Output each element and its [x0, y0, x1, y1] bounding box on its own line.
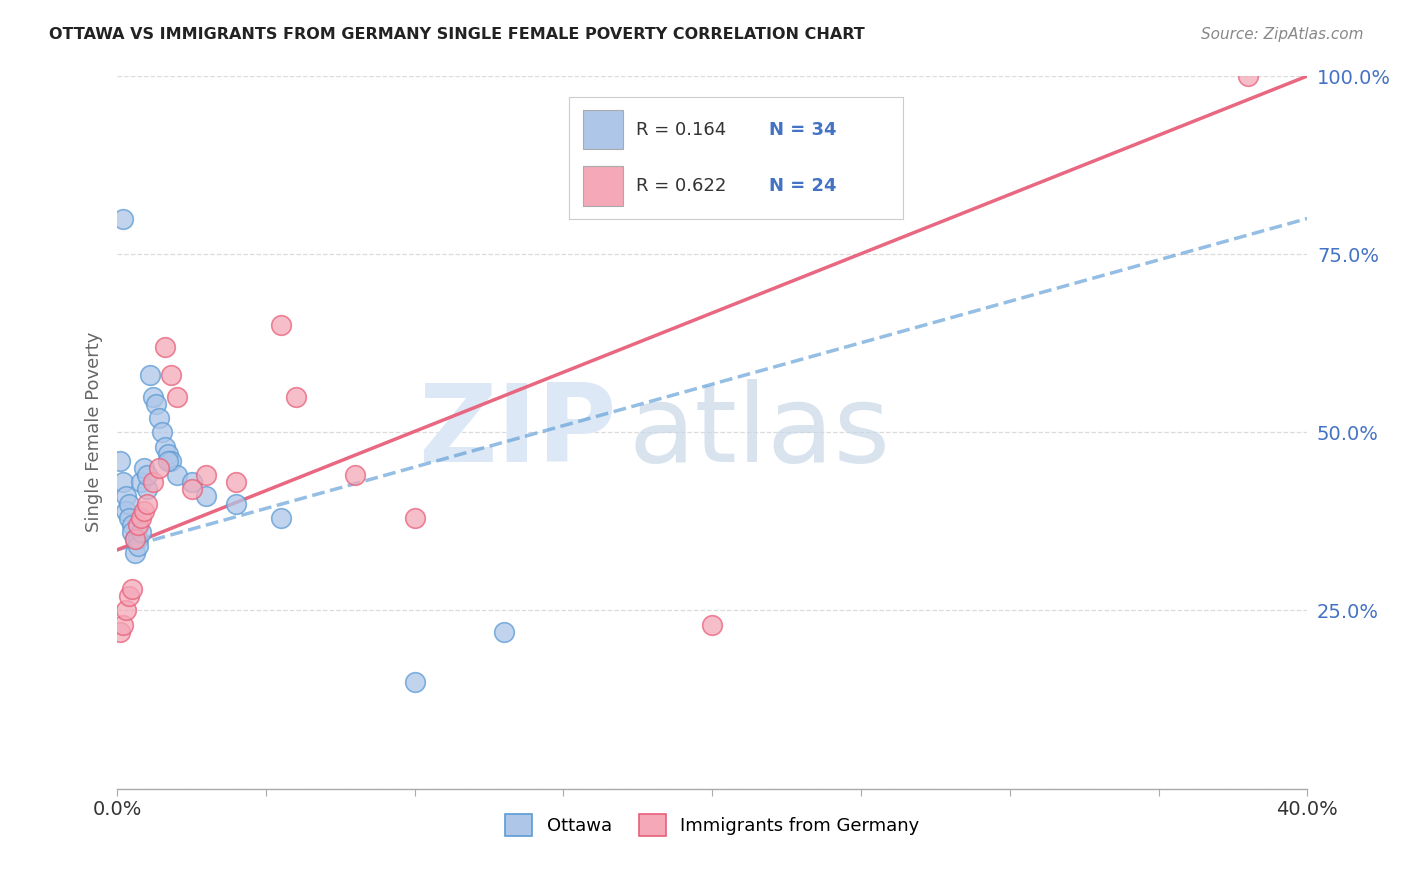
Point — [150, 425, 173, 440]
Point — [156, 454, 179, 468]
Point — [124, 546, 146, 560]
Point — [142, 475, 165, 490]
Point — [180, 475, 202, 490]
Point — [121, 517, 143, 532]
Point — [225, 496, 247, 510]
Point — [153, 440, 176, 454]
Point — [136, 468, 159, 483]
Y-axis label: Single Female Poverty: Single Female Poverty — [86, 332, 103, 533]
Point — [159, 368, 181, 383]
Text: Source: ZipAtlas.com: Source: ZipAtlas.com — [1201, 27, 1364, 42]
Point — [127, 532, 149, 546]
Legend: Ottawa, Immigrants from Germany: Ottawa, Immigrants from Germany — [498, 807, 927, 844]
Point — [136, 483, 159, 497]
Point — [115, 603, 138, 617]
Point — [195, 490, 218, 504]
Point — [129, 524, 152, 539]
Text: OTTAWA VS IMMIGRANTS FROM GERMANY SINGLE FEMALE POVERTY CORRELATION CHART: OTTAWA VS IMMIGRANTS FROM GERMANY SINGLE… — [49, 27, 865, 42]
Point — [702, 617, 724, 632]
Point — [159, 454, 181, 468]
Point — [145, 397, 167, 411]
Point — [121, 582, 143, 596]
Point — [115, 490, 138, 504]
Point — [136, 496, 159, 510]
Point — [121, 524, 143, 539]
Point — [132, 503, 155, 517]
Point — [180, 483, 202, 497]
Point — [270, 318, 292, 333]
Point — [492, 624, 515, 639]
Point — [404, 674, 426, 689]
Point — [132, 461, 155, 475]
Point — [225, 475, 247, 490]
Point — [118, 589, 141, 603]
Text: atlas: atlas — [628, 379, 891, 485]
Point — [127, 539, 149, 553]
Point — [148, 461, 170, 475]
Point — [115, 503, 138, 517]
Point — [124, 532, 146, 546]
Point — [118, 496, 141, 510]
Point — [118, 510, 141, 524]
Point — [195, 468, 218, 483]
Point — [1236, 69, 1258, 83]
Point — [270, 510, 292, 524]
Point — [139, 368, 162, 383]
Text: ZIP: ZIP — [419, 379, 617, 485]
Point — [153, 340, 176, 354]
Point — [112, 211, 135, 226]
Point — [112, 617, 135, 632]
Point — [156, 447, 179, 461]
Point — [142, 390, 165, 404]
Point — [129, 510, 152, 524]
Point — [124, 532, 146, 546]
Point — [166, 468, 188, 483]
Point — [404, 510, 426, 524]
Point — [127, 517, 149, 532]
Point — [344, 468, 367, 483]
Point — [284, 390, 307, 404]
Point — [166, 390, 188, 404]
Point — [129, 475, 152, 490]
Point — [112, 475, 135, 490]
Point — [108, 624, 131, 639]
Point — [108, 454, 131, 468]
Point — [148, 411, 170, 425]
